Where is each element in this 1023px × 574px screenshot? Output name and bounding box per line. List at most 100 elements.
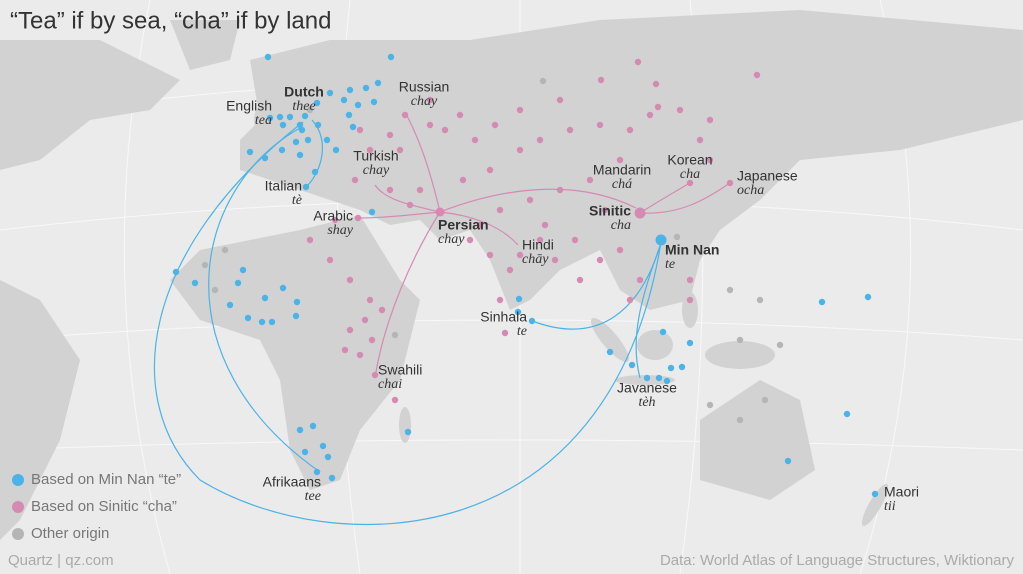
language-dot	[626, 126, 634, 134]
language-dot	[258, 318, 266, 326]
language-dot	[871, 490, 879, 498]
language-dot	[659, 328, 667, 336]
language-dot	[354, 101, 362, 109]
language-dot	[345, 111, 353, 119]
language-dot	[226, 301, 234, 309]
language-dot	[541, 221, 549, 229]
language-dot	[391, 396, 399, 404]
language-dot	[441, 126, 449, 134]
language-dot	[628, 361, 636, 369]
tea-word: chāy	[522, 252, 549, 267]
language-dot	[466, 236, 474, 244]
hub-dot	[655, 234, 667, 246]
language-dot	[526, 196, 534, 204]
language-dot	[486, 166, 494, 174]
language-dot	[501, 329, 509, 337]
tea-word: tèh	[638, 395, 655, 410]
language-dot	[266, 114, 274, 122]
tea-word: tè	[292, 193, 302, 208]
language-dot	[643, 374, 651, 382]
tea-word: ocha	[737, 183, 764, 198]
language-dot	[302, 183, 310, 191]
language-dot	[276, 113, 284, 121]
language-dot	[319, 442, 327, 450]
language-dot	[678, 363, 686, 371]
language-dot	[340, 96, 348, 104]
labels: EnglishteaDutchtheeRussianchayTurkishcha…	[226, 79, 919, 515]
language-dot	[268, 318, 276, 326]
language-dot	[341, 346, 349, 354]
language-dot	[426, 121, 434, 129]
language-dot	[370, 98, 378, 106]
language-dot	[556, 96, 564, 104]
language-dot	[301, 112, 309, 120]
language-dot	[331, 216, 339, 224]
language-dot	[655, 374, 663, 382]
language-name: Dutch	[284, 84, 324, 100]
language-dot	[278, 146, 286, 154]
language-dot	[311, 168, 319, 176]
tea-word: tii	[884, 499, 896, 514]
tea-word: chay	[363, 163, 390, 178]
tea-word: chá	[612, 177, 632, 192]
language-dot	[539, 77, 547, 85]
language-dot	[686, 296, 694, 304]
language-dot	[566, 126, 574, 134]
language-dot	[514, 308, 522, 316]
language-name: Russian	[399, 79, 450, 95]
language-dot	[736, 336, 744, 344]
language-dot	[456, 111, 464, 119]
language-dot	[536, 136, 544, 144]
route	[375, 211, 441, 373]
tea-word: thee	[292, 99, 315, 114]
language-name: Italian	[265, 178, 302, 194]
language-name: English	[226, 98, 272, 114]
language-dot	[387, 53, 395, 61]
language-dot	[667, 364, 675, 372]
language-dot	[378, 306, 386, 314]
legend-label: Based on Sinitic “cha”	[31, 498, 177, 515]
route	[439, 211, 519, 246]
language-dot	[776, 341, 784, 349]
route	[439, 188, 637, 213]
language-dot	[761, 396, 769, 404]
language-dot	[356, 126, 364, 134]
language-dot	[326, 256, 334, 264]
language-dot	[313, 468, 321, 476]
language-dot	[406, 201, 414, 209]
language-dot	[726, 179, 734, 187]
language-dot	[471, 136, 479, 144]
legend-swatch	[12, 501, 24, 513]
language-dot	[396, 146, 404, 154]
language-dot	[346, 86, 354, 94]
language-dot	[328, 474, 336, 482]
language-name: Min Nan	[665, 242, 719, 258]
language-dot	[491, 121, 499, 129]
language-dot	[652, 80, 660, 88]
language-dot	[261, 294, 269, 302]
language-dot	[298, 126, 306, 134]
language-dot	[211, 286, 219, 294]
language-dot	[496, 206, 504, 214]
language-dot	[324, 453, 332, 461]
language-dot	[706, 156, 714, 164]
language-dot	[706, 116, 714, 124]
language-dot	[374, 79, 382, 87]
language-dot	[371, 371, 379, 379]
language-dot	[459, 176, 467, 184]
language-dot	[296, 151, 304, 159]
language-dot	[306, 106, 314, 114]
language-dot	[246, 148, 254, 156]
language-name: Arabic	[313, 208, 353, 224]
title: “Tea” if by sea, “cha” if by land	[10, 7, 331, 34]
language-dot	[528, 317, 536, 325]
language-dot	[416, 186, 424, 194]
language-dot	[356, 351, 364, 359]
